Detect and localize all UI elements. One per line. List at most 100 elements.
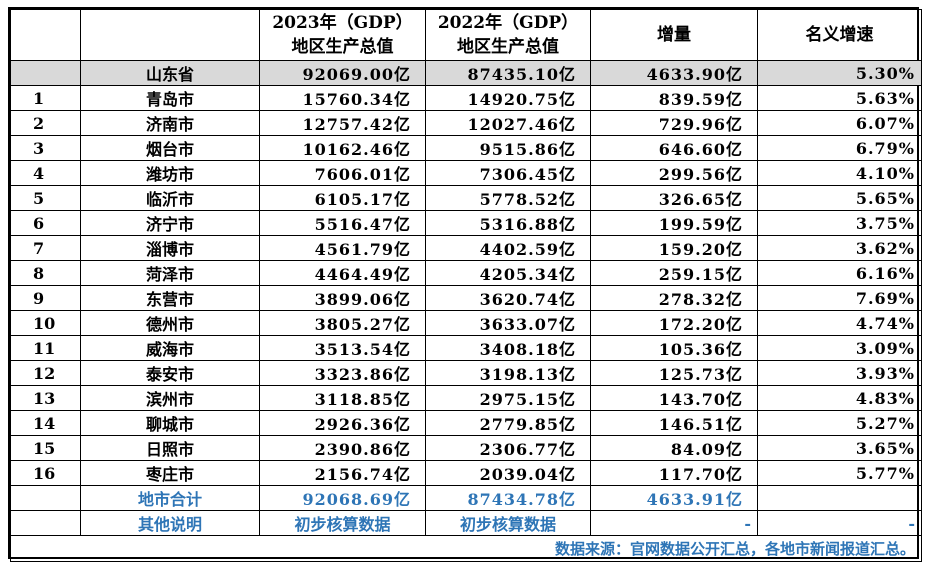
city-cell: 东营市 (80, 285, 260, 311)
province-gdp-2023: 92069.00亿 (259, 60, 426, 86)
increase-cell: 839.59亿 (590, 85, 758, 111)
table-row: 8 菏泽市 4464.49亿 4205.34亿 259.15亿 6.16% (10, 260, 922, 286)
gdp-2023-cell: 2926.36亿 (259, 410, 426, 436)
table-row: 2 济南市 12757.42亿 12027.46亿 729.96亿 6.07% (10, 110, 922, 136)
other-note-2023: 初步核算数据 (259, 510, 426, 536)
header-city-cell (80, 9, 260, 61)
table-row: 4 潍坊市 7606.01亿 7306.45亿 299.56亿 4.10% (10, 160, 922, 186)
province-row: 山东省 92069.00亿 87435.10亿 4633.90亿 5.30% (10, 60, 922, 86)
gdp-2022-cell: 4205.34亿 (425, 260, 591, 286)
gdp-2023-cell: 3513.54亿 (259, 335, 426, 361)
total-increase: 4633.91亿 (590, 485, 758, 511)
gdp-2023-cell: 2390.86亿 (259, 435, 426, 461)
province-growth: 5.30% (757, 60, 922, 86)
header-gdp-2023-line2: 地区生产总值 (291, 37, 394, 57)
growth-cell: 4.74% (757, 310, 922, 336)
growth-cell: 3.93% (757, 360, 922, 386)
rank-cell: 13 (10, 385, 81, 411)
growth-cell: 5.77% (757, 460, 922, 486)
increase-cell: 146.51亿 (590, 410, 758, 436)
header-row: 2023年（GDP） 地区生产总值 2022年（GDP） 地区生产总值 增量 名… (10, 9, 922, 61)
growth-cell: 6.16% (757, 260, 922, 286)
gdp-2023-cell: 3323.86亿 (259, 360, 426, 386)
rank-cell: 4 (10, 160, 81, 186)
rank-cell: 1 (10, 85, 81, 111)
total-row: 地市合计 92068.69亿 87434.78亿 4633.91亿 (10, 485, 922, 511)
city-cell: 菏泽市 (80, 260, 260, 286)
other-dash-increase: - (590, 510, 758, 536)
gdp-table: 2023年（GDP） 地区生产总值 2022年（GDP） 地区生产总值 增量 名… (10, 9, 922, 562)
table-row: 16 枣庄市 2156.74亿 2039.04亿 117.70亿 5.77% (10, 460, 922, 486)
table-row: 12 泰安市 3323.86亿 3198.13亿 125.73亿 3.93% (10, 360, 922, 386)
table-row: 13 滨州市 3118.85亿 2975.15亿 143.70亿 4.83% (10, 385, 922, 411)
gdp-2022-cell: 3633.07亿 (425, 310, 591, 336)
table-row: 1 青岛市 15760.34亿 14920.75亿 839.59亿 5.63% (10, 85, 922, 111)
rank-cell: 2 (10, 110, 81, 136)
rank-cell: 7 (10, 235, 81, 261)
gdp-2022-cell: 7306.45亿 (425, 160, 591, 186)
table-row: 9 东营市 3899.06亿 3620.74亿 278.32亿 7.69% (10, 285, 922, 311)
gdp-2023-cell: 3118.85亿 (259, 385, 426, 411)
rank-cell: 12 (10, 360, 81, 386)
rank-cell: 5 (10, 185, 81, 211)
growth-cell: 5.27% (757, 410, 922, 436)
header-gdp-2022: 2022年（GDP） 地区生产总值 (425, 9, 591, 61)
other-rank-cell (10, 510, 81, 536)
gdp-2022-cell: 3408.18亿 (425, 335, 591, 361)
rank-cell: 9 (10, 285, 81, 311)
header-growth: 名义增速 (757, 9, 922, 61)
gdp-2023-cell: 10162.46亿 (259, 135, 426, 161)
gdp-2023-cell: 4561.79亿 (259, 235, 426, 261)
city-cell: 烟台市 (80, 135, 260, 161)
table-row: 3 烟台市 10162.46亿 9515.86亿 646.60亿 6.79% (10, 135, 922, 161)
increase-cell: 259.15亿 (590, 260, 758, 286)
province-gdp-2022: 87435.10亿 (425, 60, 591, 86)
gdp-2023-cell: 3805.27亿 (259, 310, 426, 336)
city-cell: 潍坊市 (80, 160, 260, 186)
total-gdp-2022: 87434.78亿 (425, 485, 591, 511)
increase-cell: 299.56亿 (590, 160, 758, 186)
gdp-2023-cell: 12757.42亿 (259, 110, 426, 136)
gdp-2022-cell: 14920.75亿 (425, 85, 591, 111)
rank-cell: 10 (10, 310, 81, 336)
city-cell: 泰安市 (80, 360, 260, 386)
other-label: 其他说明 (80, 510, 260, 536)
growth-cell: 4.83% (757, 385, 922, 411)
gdp-2023-cell: 15760.34亿 (259, 85, 426, 111)
header-gdp-2023: 2023年（GDP） 地区生产总值 (259, 9, 426, 61)
increase-cell: 646.60亿 (590, 135, 758, 161)
gdp-table-sheet: 2023年（GDP） 地区生产总值 2022年（GDP） 地区生产总值 增量 名… (8, 7, 922, 562)
city-cell: 临沂市 (80, 185, 260, 211)
gdp-2023-cell: 3899.06亿 (259, 285, 426, 311)
table-row: 15 日照市 2390.86亿 2306.77亿 84.09亿 3.65% (10, 435, 922, 461)
gdp-2023-cell: 5516.47亿 (259, 210, 426, 236)
header-increase: 增量 (590, 9, 758, 61)
gdp-2023-cell: 4464.49亿 (259, 260, 426, 286)
table-row: 7 淄博市 4561.79亿 4402.59亿 159.20亿 3.62% (10, 235, 922, 261)
rank-cell: 16 (10, 460, 81, 486)
rank-cell: 14 (10, 410, 81, 436)
gdp-2022-cell: 5316.88亿 (425, 210, 591, 236)
table-row: 6 济宁市 5516.47亿 5316.88亿 199.59亿 3.75% (10, 210, 922, 236)
growth-cell: 3.09% (757, 335, 922, 361)
gdp-2022-cell: 2306.77亿 (425, 435, 591, 461)
table-row: 11 威海市 3513.54亿 3408.18亿 105.36亿 3.09% (10, 335, 922, 361)
province-rank-cell (10, 60, 81, 86)
city-cell: 枣庄市 (80, 460, 260, 486)
increase-cell: 278.32亿 (590, 285, 758, 311)
total-growth-cell (757, 485, 922, 511)
growth-cell: 3.65% (757, 435, 922, 461)
province-name: 山东省 (80, 60, 260, 86)
other-dash-growth: - (757, 510, 922, 536)
total-gdp-2023: 92068.69亿 (259, 485, 426, 511)
header-gdp-2023-line1: 2023年（GDP） (272, 13, 413, 33)
increase-cell: 105.36亿 (590, 335, 758, 361)
header-rank-cell (10, 9, 81, 61)
rank-cell: 11 (10, 335, 81, 361)
city-cell: 济南市 (80, 110, 260, 136)
gdp-2022-cell: 3198.13亿 (425, 360, 591, 386)
increase-cell: 159.20亿 (590, 235, 758, 261)
increase-cell: 84.09亿 (590, 435, 758, 461)
city-cell: 青岛市 (80, 85, 260, 111)
increase-cell: 143.70亿 (590, 385, 758, 411)
